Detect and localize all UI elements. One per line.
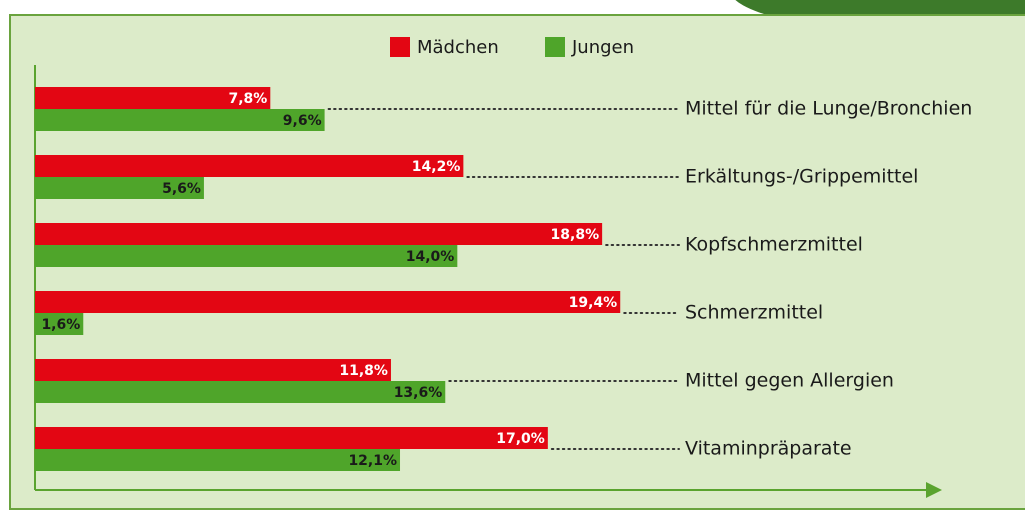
category-label: Kopfschmerzmittel xyxy=(685,234,863,256)
value-label: 7,8% xyxy=(228,91,267,107)
category-label: Mittel für die Lunge/Bronchien xyxy=(685,98,972,120)
bar xyxy=(35,155,463,177)
category-label: Schmerzmittel xyxy=(685,302,823,324)
value-label: 1,6% xyxy=(41,317,80,333)
value-label: 18,8% xyxy=(551,227,600,243)
bar xyxy=(35,109,325,131)
legend-label: Mädchen xyxy=(417,37,499,58)
value-label: 14,0% xyxy=(406,249,455,265)
bar xyxy=(35,359,391,381)
category-label: Vitaminpräparate xyxy=(685,438,852,460)
bar xyxy=(35,381,445,403)
category-label: Erkältungs-/Grippemittel xyxy=(685,166,918,188)
bar xyxy=(35,291,620,313)
bar xyxy=(35,223,602,245)
bar xyxy=(35,449,400,471)
bar xyxy=(35,245,457,267)
bar xyxy=(35,427,548,449)
page: {"chart_data": {"type": "bar", "orientat… xyxy=(0,0,1025,515)
chart: Mädchen Jungen 7,8% 9,6% Mittel für die Lung… xyxy=(0,0,1025,515)
legend-swatch xyxy=(545,37,565,57)
value-label: 13,6% xyxy=(394,385,443,401)
category-label: Mittel gegen Allergien xyxy=(685,370,894,392)
value-label: 5,6% xyxy=(162,181,201,197)
value-label: 17,0% xyxy=(496,431,545,447)
value-label: 19,4% xyxy=(569,295,618,311)
value-label: 9,6% xyxy=(283,113,322,129)
legend-swatch xyxy=(390,37,410,57)
value-label: 12,1% xyxy=(348,453,397,469)
legend-label: Jungen xyxy=(571,37,634,58)
value-label: 11,8% xyxy=(339,363,388,379)
value-label: 14,2% xyxy=(412,159,461,175)
